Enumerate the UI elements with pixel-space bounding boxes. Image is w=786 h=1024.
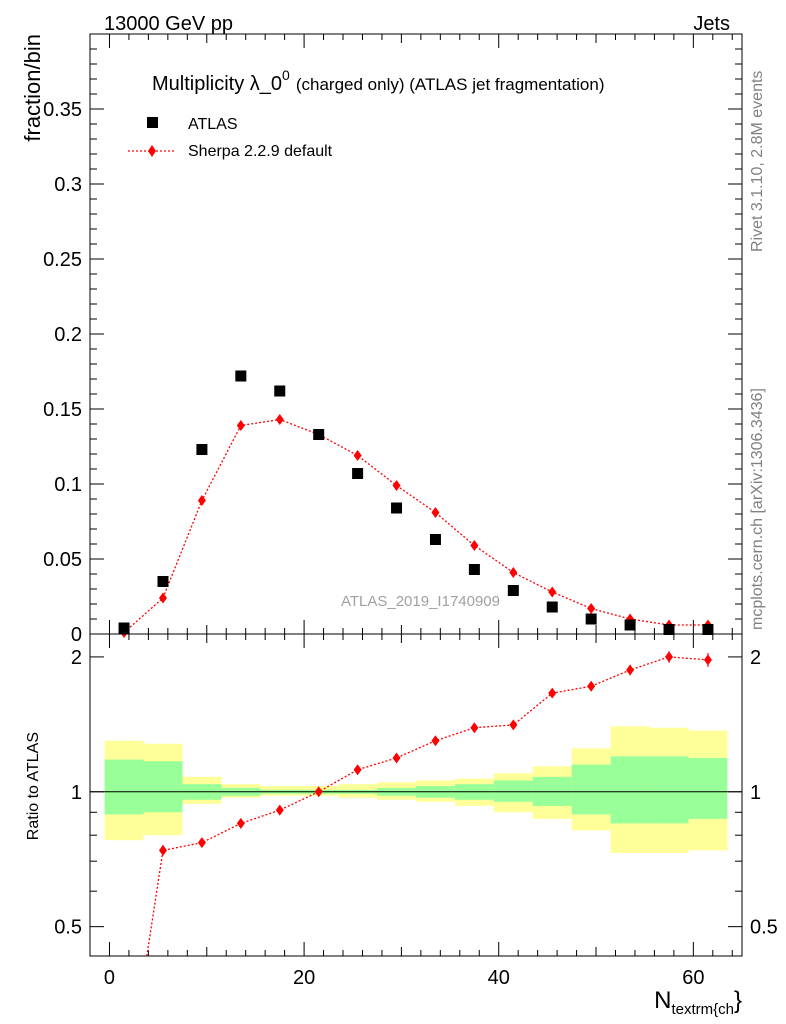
top-y-tick-label: 0: [71, 624, 82, 646]
x-tick-label: 20: [293, 967, 315, 989]
atlas-point: [274, 385, 286, 397]
top-y-tick-label: 0.05: [43, 549, 82, 571]
atlas-point: [546, 601, 558, 613]
legend-sherpa-marker: [148, 145, 156, 157]
ratio-sherpa-point: [158, 844, 167, 856]
ratio-panel-frame: [89, 633, 743, 957]
ratio-band-inner: [143, 761, 183, 813]
x-axis-label-sub: textrm{ch: [671, 1001, 734, 1018]
process-label: Jets: [693, 13, 730, 35]
ratio-band-inner: [649, 756, 689, 824]
ratio-sherpa-point: [275, 804, 284, 816]
atlas-point: [507, 585, 519, 596]
ratio-band-inner: [610, 756, 650, 824]
ratio-band-inner: [571, 764, 611, 815]
mcplots-label: mcplots.cern.ch [arXiv:1306.3436]: [749, 388, 766, 630]
rivet-label: Rivet 3.1.10, 2.8M events: [749, 71, 766, 252]
atlas-point: [118, 622, 130, 634]
sherpa-point: [353, 450, 362, 461]
sherpa-point: [197, 495, 206, 506]
ratio-y-tick-label-right: 1: [750, 782, 761, 804]
ratio-y-tick-label: 1: [71, 782, 82, 804]
x-axis-label-main: N: [654, 987, 671, 1014]
ratio-y-axis-label: Ratio to ATLAS: [25, 732, 42, 840]
sherpa-point: [158, 592, 167, 604]
ratio-sherpa-point: [587, 680, 596, 692]
x-tick-label: 60: [682, 967, 704, 989]
atlas-point: [157, 576, 169, 587]
sherpa-point: [587, 603, 596, 614]
atlas-point: [585, 613, 597, 625]
sherpa-point: [548, 586, 557, 598]
ratio-band-inner: [104, 759, 144, 815]
ratio-band-inner: [688, 757, 728, 819]
atlas-point: [313, 429, 325, 440]
plot-title-sup: 0: [282, 67, 290, 83]
atlas-point: [702, 624, 714, 635]
x-tick-label: 40: [488, 967, 510, 989]
ratio-sherpa-point: [548, 687, 557, 699]
ratio-sherpa-point: [626, 664, 635, 676]
ratio-sherpa-line: [146, 656, 708, 957]
plot-title-sub: (charged only) (ATLAS jet fragmentation): [296, 75, 605, 94]
x-axis-label-tail: }: [734, 987, 742, 1014]
energy-label: 13000 GeV pp: [104, 13, 233, 35]
ratio-sherpa-point: [353, 764, 362, 776]
sherpa-point: [392, 480, 401, 491]
atlas-point: [235, 370, 247, 382]
analysis-watermark: ATLAS_2019_I1740909: [341, 593, 500, 610]
sherpa-point: [236, 420, 245, 431]
atlas-point: [624, 619, 636, 631]
top-y-tick-label: 0.2: [54, 324, 82, 346]
atlas-point: [391, 502, 403, 514]
top-panel: 0 0.05 0.1 0.15 0.2 0.25 0.3 0.35: [43, 33, 743, 956]
ratio-sherpa-point: [197, 837, 206, 849]
legend-sherpa-label: Sherpa 2.2.9 default: [188, 143, 333, 160]
ratio-sherpa-point: [314, 786, 323, 798]
top-y-axis-label: fraction/bin: [20, 34, 45, 142]
x-axis-label: Ntextrm{ch}: [654, 987, 742, 1018]
top-y-tick-label: 0.15: [43, 399, 82, 421]
x-tick-label: 0: [104, 967, 115, 989]
atlas-point: [663, 624, 675, 635]
legend-atlas-label: ATLAS: [188, 116, 238, 133]
ratio-sherpa-point: [470, 722, 479, 734]
ratio-panel: 0 20 40 60 0.5 0.5 1 1 2 2: [54, 633, 778, 989]
plot-title-main: Multiplicity λ_0: [152, 73, 282, 95]
ratio-y-tick-label: 2: [71, 647, 82, 669]
sherpa-point: [275, 414, 284, 425]
ratio-y-tick-label-right: 2: [750, 647, 761, 669]
ratio-sherpa-point: [665, 651, 674, 663]
ratio-y-tick-label-right: 0.5: [750, 917, 778, 939]
ratio-sherpa-point: [509, 719, 518, 731]
ratio-band-inner: [493, 780, 533, 802]
ratio-sherpa-point: [392, 752, 401, 764]
ratio-sherpa-point: [703, 654, 712, 666]
sherpa-point: [470, 540, 479, 551]
atlas-point: [429, 534, 441, 545]
top-y-tick-label: 0.25: [43, 249, 82, 271]
plot-title: Multiplicity λ_00 (charged only) (ATLAS j…: [152, 67, 605, 95]
sherpa-point: [431, 507, 440, 518]
ratio-sherpa-point: [236, 817, 245, 829]
top-y-tick-label: 0.1: [54, 474, 82, 496]
atlas-point: [468, 564, 480, 575]
atlas-point: [196, 444, 208, 455]
ratio-sherpa-point: [431, 735, 440, 747]
top-y-tick-label: 0.3: [54, 174, 82, 196]
sherpa-point: [509, 567, 518, 578]
atlas-point: [352, 468, 364, 479]
legend-atlas-marker: [147, 117, 158, 128]
top-y-tick-label: 0.35: [43, 99, 82, 121]
ratio-y-tick-label: 0.5: [54, 917, 82, 939]
